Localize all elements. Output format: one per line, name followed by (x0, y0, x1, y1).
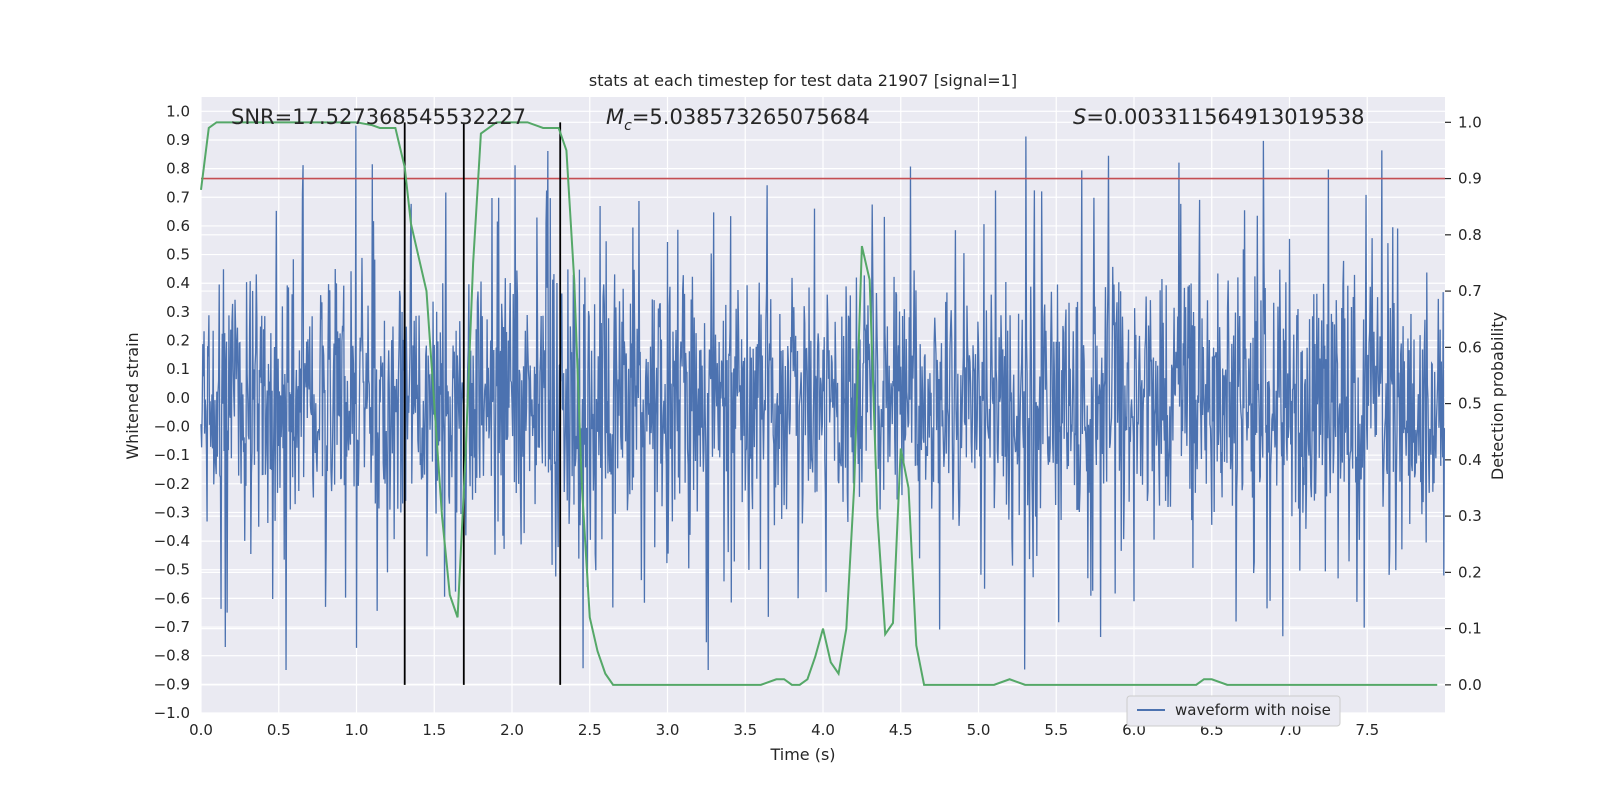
s-statistic-annotation: S=0.003311564913019538 (1073, 105, 1364, 129)
chart-title: stats at each timestep for test data 219… (589, 71, 1017, 90)
y-left-tick-label: −1.0 (154, 704, 190, 722)
y-left-tick-label: 0.5 (166, 246, 190, 264)
y-right-axis-ticks: 1.0 0.9 0.8 0.7 0.6 0.5 0.4 0.3 0.2 0.1 0.0 (1445, 113, 1482, 694)
y-right-tick-label: 0.4 (1458, 451, 1482, 469)
x-tick-label: 5.5 (1044, 721, 1068, 739)
y-right-tick-label: 0.2 (1458, 563, 1482, 581)
y-left-tick-label: −0.5 (154, 561, 190, 579)
y-left-tick-label: 0.1 (166, 360, 190, 378)
y-left-tick-label: 0.8 (166, 160, 190, 178)
waveform-with-noise-line (200, 125, 1446, 671)
x-tick-label: 1.5 (422, 721, 446, 739)
waveform-series (200, 125, 1446, 671)
y-right-tick-label: 0.8 (1458, 226, 1482, 244)
probability-series (200, 121, 1438, 686)
y-left-tick-label: −0.4 (154, 532, 190, 550)
s-statistic-value: =0.003311564913019538 (1086, 105, 1364, 129)
y-right-axis-label: Detection probability (1488, 312, 1507, 480)
detection-probability-line (200, 121, 1438, 686)
x-tick-label: 4.0 (811, 721, 835, 739)
x-tick-label: 3.5 (733, 721, 757, 739)
x-tick-label: 0.0 (189, 721, 213, 739)
y-left-tick-label: 0.4 (166, 274, 190, 292)
y-left-tick-label: 0.7 (166, 188, 190, 206)
y-right-tick-label: 0.5 (1458, 395, 1482, 413)
chirp-mass-subscript: c (624, 118, 632, 134)
y-right-tick-label: 0.3 (1458, 507, 1482, 525)
y-left-tick-label: 0.3 (166, 303, 190, 321)
y-right-tick-label: 0.9 (1458, 170, 1482, 188)
x-tick-label: 2.0 (500, 721, 524, 739)
y-left-tick-label: 0.0 (166, 389, 190, 407)
x-tick-label: 3.0 (656, 721, 680, 739)
legend: waveform with noise (1126, 695, 1341, 727)
x-tick-label: 2.5 (578, 721, 602, 739)
legend-waveform-label: waveform with noise (1175, 701, 1331, 719)
y-right-tick-label: 0.6 (1458, 338, 1482, 356)
y-left-tick-label: 0.9 (166, 131, 190, 149)
y-right-tick-label: 0.1 (1458, 620, 1482, 638)
y-left-tick-label: 0.6 (166, 217, 190, 235)
y-left-tick-label: −0.8 (154, 647, 190, 665)
y-left-tick-label: −0.9 (154, 675, 190, 693)
y-left-tick-label: −0.0 (154, 417, 190, 435)
chirp-mass-value: =5.038573265075684 (632, 105, 870, 129)
y-left-tick-label: 1.0 (166, 102, 190, 120)
chirp-mass-symbol: M (606, 105, 624, 129)
y-left-tick-label: −0.7 (154, 618, 190, 636)
x-axis-ticks: 0.0 0.5 1.0 1.5 2.0 2.5 3.0 3.5 4.0 4.5 5.0 5.5 6.0 6… (189, 721, 1379, 739)
x-tick-label: 1.0 (345, 721, 369, 739)
legend-box (1126, 695, 1341, 727)
x-tick-label: 5.0 (967, 721, 991, 739)
y-left-tick-label: −0.6 (154, 589, 190, 607)
snr-annotation: SNR=17.527368545532227 (231, 105, 526, 129)
vertical-markers (403, 122, 562, 685)
y-left-tick-label: −0.1 (154, 446, 190, 464)
y-left-tick-label: −0.3 (154, 503, 190, 521)
y-left-axis-ticks: 1.0 0.9 0.8 0.7 0.6 0.5 0.4 0.3 0.2 0.1 0.0 −0.0 −0.… (154, 102, 190, 722)
x-tick-label: 7.5 (1355, 721, 1379, 739)
y-right-tick-label: 0.0 (1458, 676, 1482, 694)
s-statistic-symbol: S (1073, 105, 1086, 129)
y-left-axis-label: Whitened strain (123, 332, 142, 459)
y-left-tick-label: −0.2 (154, 475, 190, 493)
y-right-tick-label: 1.0 (1458, 113, 1482, 131)
chirp-mass-annotation: Mc=5.038573265075684 (606, 105, 870, 134)
y-right-tick-label: 0.7 (1458, 282, 1482, 300)
y-left-tick-label: 0.2 (166, 332, 190, 350)
x-axis-label: Time (s) (769, 745, 835, 764)
x-tick-label: 0.5 (267, 721, 291, 739)
x-tick-label: 4.5 (889, 721, 913, 739)
